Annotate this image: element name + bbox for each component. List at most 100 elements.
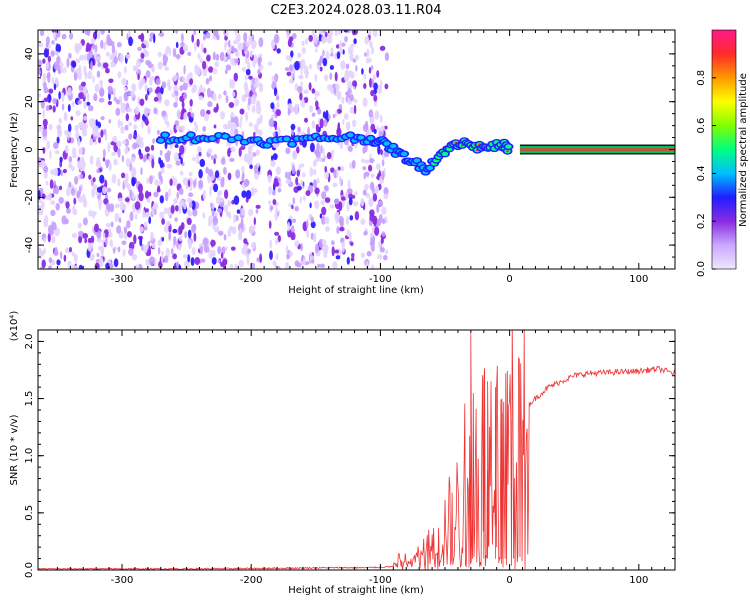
noise-blob xyxy=(38,247,42,257)
noise-blob xyxy=(269,250,273,260)
noise-blob xyxy=(369,181,375,191)
noise-blob xyxy=(378,240,382,249)
noise-blob xyxy=(364,159,370,164)
noise-blob xyxy=(61,67,65,74)
noise-blob xyxy=(97,198,103,205)
noise-blob xyxy=(210,202,213,208)
noise-blob xyxy=(124,86,127,93)
noise-blob xyxy=(79,173,83,179)
noise-blob xyxy=(233,195,240,205)
noise-blob xyxy=(301,40,305,47)
noise-blob xyxy=(257,56,263,63)
noise-blob xyxy=(272,199,277,205)
noise-blob xyxy=(102,62,109,69)
noise-blob xyxy=(168,48,172,56)
noise-blob xyxy=(332,261,338,269)
noise-blob xyxy=(67,87,72,96)
noise-blob xyxy=(229,263,234,269)
noise-blob xyxy=(227,54,231,60)
noise-blob xyxy=(384,83,389,90)
noise-blob xyxy=(166,150,171,157)
noise-blob xyxy=(108,231,113,238)
noise-blob xyxy=(300,81,304,87)
noise-blob xyxy=(47,232,51,243)
noise-blob xyxy=(82,123,88,130)
noise-blob xyxy=(276,95,280,101)
noise-blob xyxy=(214,170,220,179)
noise-blob xyxy=(203,244,210,253)
noise-blob xyxy=(158,32,165,37)
noise-blob xyxy=(274,238,279,245)
noise-blob xyxy=(170,205,175,214)
noise-blob xyxy=(312,232,317,243)
noise-blob xyxy=(296,146,300,154)
noise-blob xyxy=(248,121,253,128)
noise-blob xyxy=(311,112,316,117)
noise-blob xyxy=(73,197,77,205)
noise-blob xyxy=(249,164,253,170)
noise-blob xyxy=(253,131,256,138)
noise-blob xyxy=(300,243,303,252)
noise-blob xyxy=(275,109,281,117)
x-tick-label: -100 xyxy=(369,575,392,586)
noise-blob xyxy=(292,149,298,160)
noise-blob xyxy=(253,188,258,194)
noise-blob xyxy=(202,125,207,132)
noise-blob xyxy=(139,98,145,107)
noise-blob xyxy=(154,179,159,186)
noise-blob xyxy=(216,103,219,112)
spectrogram-y-ticks: -40 -20 0 20 40 xyxy=(24,29,675,270)
noise-blob xyxy=(334,211,340,222)
noise-blob xyxy=(365,193,371,199)
noise-blob xyxy=(285,55,290,61)
signal-blob xyxy=(505,144,512,149)
noise-blob xyxy=(277,265,281,269)
noise-blob xyxy=(231,91,236,98)
noise-blob xyxy=(247,61,251,71)
noise-blob xyxy=(56,136,60,144)
noise-blob xyxy=(124,124,129,131)
noise-blob xyxy=(196,38,200,48)
noise-blob xyxy=(313,34,318,44)
noise-blob xyxy=(154,209,157,216)
noise-blob xyxy=(321,206,327,216)
noise-blob xyxy=(381,159,385,167)
noise-blob xyxy=(169,129,173,136)
noise-blob xyxy=(55,63,61,72)
noise-blob xyxy=(148,87,153,93)
signal-blob xyxy=(367,136,374,141)
noise-blob xyxy=(332,182,338,188)
noise-blob xyxy=(38,59,43,67)
noise-blob xyxy=(82,217,88,226)
noise-blob xyxy=(235,169,241,179)
noise-blob xyxy=(303,65,309,75)
noise-blob xyxy=(112,87,116,97)
noise-blob xyxy=(48,257,53,263)
noise-blob xyxy=(135,264,140,269)
noise-blob xyxy=(240,217,244,227)
noise-blob xyxy=(165,247,170,258)
noise-blob xyxy=(354,211,360,221)
noise-blob xyxy=(308,64,312,70)
noise-blob xyxy=(274,73,279,83)
noise-blob xyxy=(143,212,149,218)
noise-blob xyxy=(54,246,58,257)
noise-blob xyxy=(245,111,249,122)
noise-blob xyxy=(324,244,329,252)
spectral-signal-track xyxy=(155,131,514,176)
noise-blob xyxy=(189,99,193,107)
noise-blob xyxy=(87,70,93,80)
noise-blob xyxy=(213,183,219,193)
noise-blob xyxy=(51,221,57,231)
noise-blob xyxy=(383,187,389,196)
noise-blob xyxy=(323,251,328,258)
noise-blob xyxy=(178,204,182,215)
noise-blob xyxy=(152,202,159,211)
noise-blob xyxy=(84,72,88,80)
noise-blob xyxy=(164,191,169,202)
noise-blob xyxy=(288,64,294,72)
noise-blob xyxy=(187,51,192,57)
noise-blob xyxy=(302,257,306,266)
noise-blob xyxy=(347,188,350,193)
